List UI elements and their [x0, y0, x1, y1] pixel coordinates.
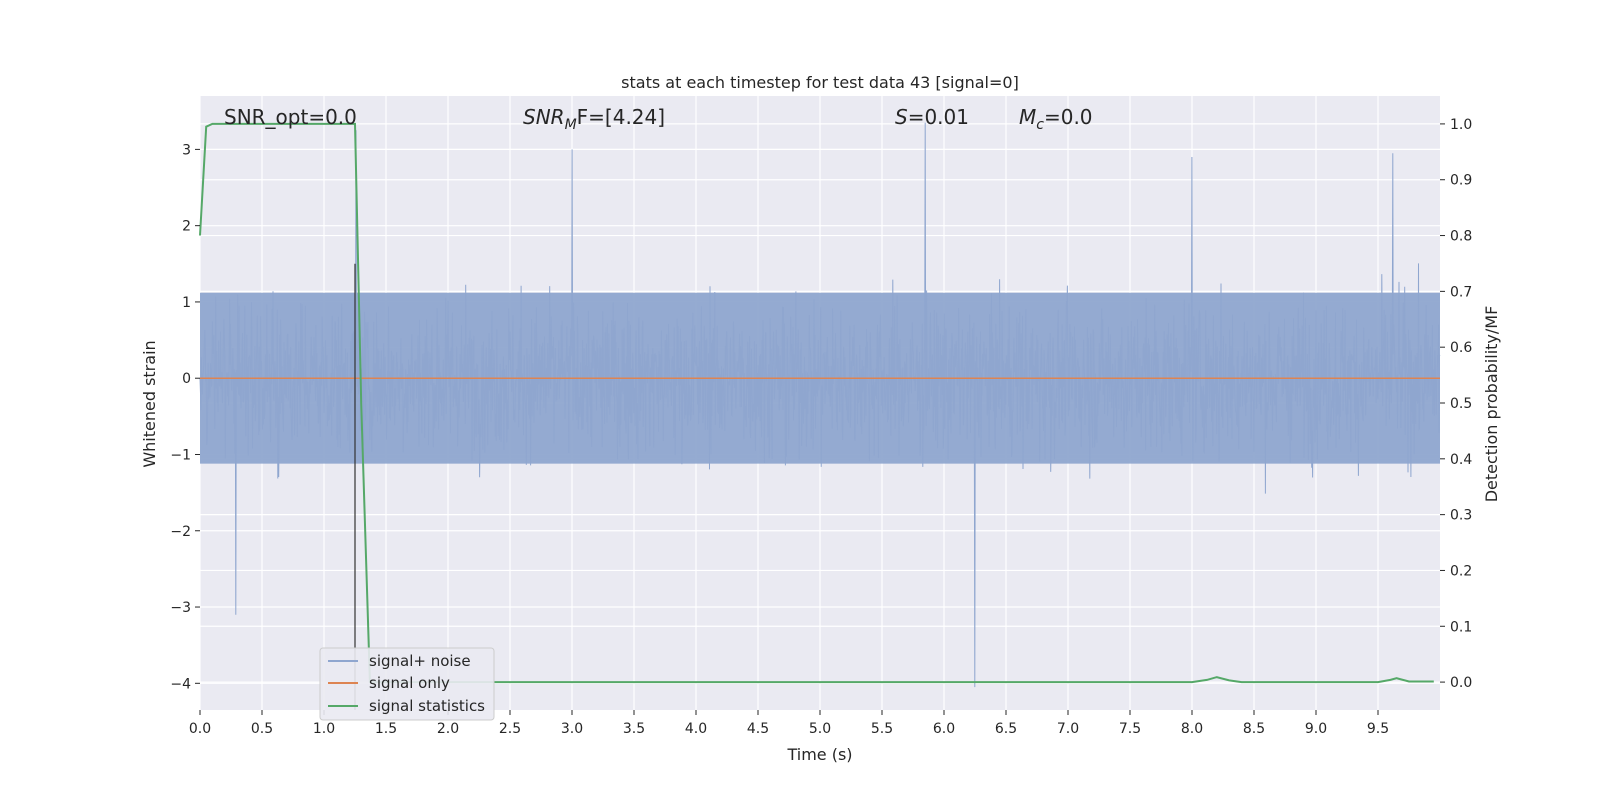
- y-right-tick-label: 1.0: [1450, 117, 1472, 133]
- x-tick-label: 4.5: [747, 721, 769, 737]
- annotation-mc-sub: c: [1036, 117, 1044, 133]
- x-tick-label: 3.5: [623, 721, 645, 737]
- y-right-tick-label: 0.9: [1450, 173, 1472, 189]
- annotation-s: S=0.01: [895, 105, 969, 129]
- x-tick-label: 1.0: [313, 721, 335, 737]
- x-tick-label: 8.0: [1181, 721, 1203, 737]
- y-right-tick-label: 0.4: [1450, 452, 1472, 468]
- annotation-snr-mf-suffix: F=[4.24]: [577, 105, 665, 129]
- x-tick-label: 7.0: [1057, 721, 1079, 737]
- x-tick-label: 5.0: [809, 721, 831, 737]
- x-tick-label: 3.0: [561, 721, 583, 737]
- annotation-mc-value: =0.0: [1044, 105, 1093, 129]
- legend-label-signal-statistics: signal statistics: [369, 697, 485, 715]
- y-right-tick-label: 0.2: [1450, 563, 1472, 579]
- y-tick-label: 2: [182, 219, 191, 235]
- y-right-tick-label: 0.3: [1450, 508, 1472, 524]
- x-tick-label: 9.5: [1367, 721, 1389, 737]
- annotation-s-prefix: S: [895, 105, 908, 129]
- annotation-mc: Mc=0.0: [1019, 105, 1093, 133]
- y-tick-label: −2: [170, 524, 191, 540]
- y-right-axis-ticks: 1.0 0.9 0.8 0.7 0.6 0.5 0.4 0.3 0.2 0.1 0.0: [1440, 117, 1472, 691]
- y-right-axis-label: Detection probability/MF: [1482, 306, 1501, 503]
- y-right-tick-label: 0.0: [1450, 675, 1472, 691]
- annotation-snr-opt: SNR_opt=0.0: [224, 105, 357, 129]
- x-tick-label: 1.5: [375, 721, 397, 737]
- y-right-tick-label: 0.7: [1450, 284, 1472, 300]
- y-tick-label: 1: [182, 295, 191, 311]
- annotation-snr-mf-sub: M: [565, 117, 577, 133]
- annotation-mc-prefix: M: [1019, 105, 1036, 129]
- legend-label-signal-plus-noise: signal+ noise: [369, 652, 471, 670]
- x-tick-label: 4.0: [685, 721, 707, 737]
- y-axis-ticks: 3 2 1 0 −1 −2 −3 −4: [170, 142, 200, 692]
- x-axis-ticks: 0.0 0.5 1.0 1.5 2.0 2.5 3.0 3.5 4.0 4.5 5.0 5.5 6.0 6…: [189, 710, 1389, 737]
- annotation-snr-mf: SNRMF=[4.24]: [523, 105, 665, 133]
- x-tick-label: 0.5: [251, 721, 273, 737]
- x-tick-label: 8.5: [1243, 721, 1265, 737]
- signal-statistics-line: [199, 122, 1434, 684]
- x-tick-label: 7.5: [1119, 721, 1141, 737]
- legend-label-signal-only: signal only: [369, 674, 450, 692]
- noise-line: [199, 122, 1441, 688]
- legend-box: [319, 647, 495, 721]
- annotation-snr-mf-prefix: SNR: [523, 105, 565, 129]
- series-signal-statistics: [199, 122, 1434, 684]
- y-tick-label: 3: [182, 142, 191, 158]
- y-tick-label: −3: [170, 600, 191, 616]
- chart-title: stats at each timestep for test data 43 …: [621, 73, 1019, 92]
- y-right-tick-label: 0.5: [1450, 396, 1472, 412]
- y-tick-label: −1: [170, 447, 191, 463]
- x-tick-label: 9.0: [1305, 721, 1327, 737]
- annotation-s-value: =0.01: [908, 105, 969, 129]
- x-tick-label: 2.0: [437, 721, 459, 737]
- y-axis-label: Whitened strain: [140, 340, 159, 467]
- x-tick-label: 2.5: [499, 721, 521, 737]
- y-tick-label: −4: [170, 676, 191, 692]
- y-right-tick-label: 0.1: [1450, 619, 1472, 635]
- legend: signal+ noise signal only signal statist…: [319, 647, 495, 721]
- y-right-tick-label: 0.6: [1450, 340, 1472, 356]
- x-tick-label: 5.5: [871, 721, 893, 737]
- x-tick-label: 6.0: [933, 721, 955, 737]
- x-axis-label: Time (s): [786, 745, 852, 764]
- x-tick-label: 6.5: [995, 721, 1017, 737]
- y-tick-label: 0: [182, 371, 191, 387]
- y-right-tick-label: 0.8: [1450, 229, 1472, 245]
- x-tick-label: 0.0: [189, 721, 211, 737]
